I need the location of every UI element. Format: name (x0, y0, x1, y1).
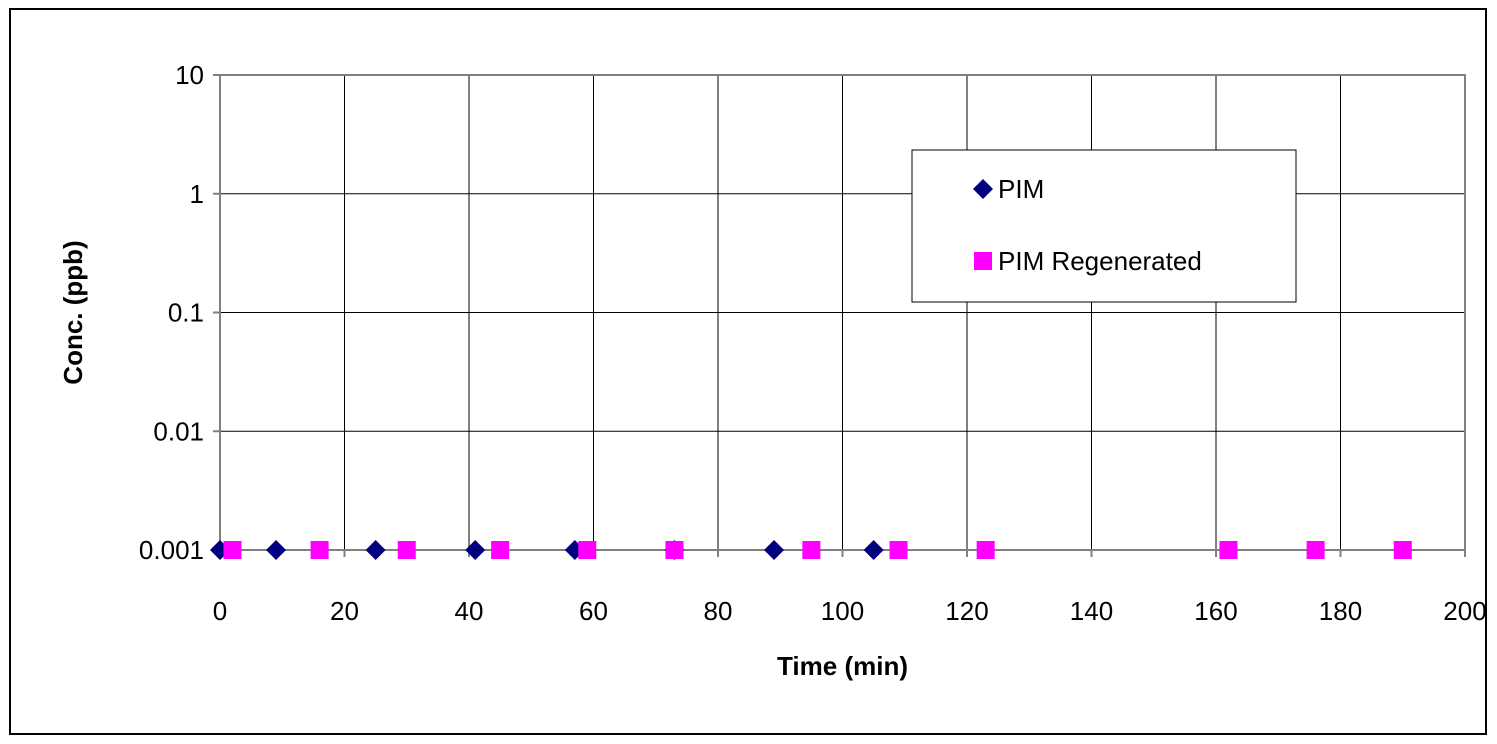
x-tick-label: 180 (1319, 596, 1362, 626)
x-axis-title: Time (min) (777, 651, 908, 681)
x-tick-label: 160 (1194, 596, 1237, 626)
y-tick-label: 0.001 (139, 535, 204, 565)
pim-point (266, 540, 287, 560)
pim-regenerated-point (578, 541, 597, 559)
y-axis-title: Conc. (ppb) (58, 240, 88, 384)
pim-regenerated-point (976, 541, 995, 559)
legend-pim-marker (973, 179, 993, 199)
y-tick-label: 1 (190, 179, 204, 209)
pim-regenerated-point (491, 541, 510, 559)
legend-pim-regenerated-label: PIM Regenerated (998, 246, 1202, 276)
x-tick-label: 20 (330, 596, 359, 626)
x-tick-label: 200 (1443, 596, 1486, 626)
chart-frame (9, 8, 1487, 735)
data-marks (210, 540, 1412, 560)
x-tick-label: 0 (213, 596, 227, 626)
pim-regenerated-point (1393, 541, 1412, 559)
y-axis: 10 1 0.1 0.01 0.001 (139, 60, 220, 565)
x-tick-label: 60 (579, 596, 608, 626)
pim-regenerated-point (889, 541, 908, 559)
pim-regenerated-point (223, 541, 242, 559)
x-tick-label: 40 (455, 596, 484, 626)
x-tick-label: 120 (945, 596, 988, 626)
pim-point (365, 540, 386, 560)
pim-point (465, 540, 486, 560)
y-tick-label: 10 (175, 60, 204, 90)
legend: PIM PIM Regenerated (911, 149, 1297, 303)
pim-regenerated-point (665, 541, 684, 559)
pim-regenerated-point (802, 541, 821, 559)
x-tick-label: 80 (704, 596, 733, 626)
x-axis: 0 20 40 60 80 100 120 140 160 180 200 (213, 550, 1487, 626)
pim-regenerated-point (397, 541, 416, 559)
legend-pim-label: PIM (998, 174, 1044, 204)
grid (219, 74, 1466, 551)
legend-box (911, 149, 1297, 303)
y-tick-label: 0.1 (168, 298, 204, 328)
pim-point (764, 540, 785, 560)
pim-point (863, 540, 884, 560)
pim-regenerated-point (1306, 541, 1325, 559)
y-tick-label: 0.01 (153, 416, 204, 446)
legend-pim-regenerated-marker (974, 252, 992, 270)
pim-regenerated-point (310, 541, 329, 559)
x-tick-label: 100 (821, 596, 864, 626)
pim-regenerated-point (1219, 541, 1238, 559)
x-tick-label: 140 (1070, 596, 1113, 626)
